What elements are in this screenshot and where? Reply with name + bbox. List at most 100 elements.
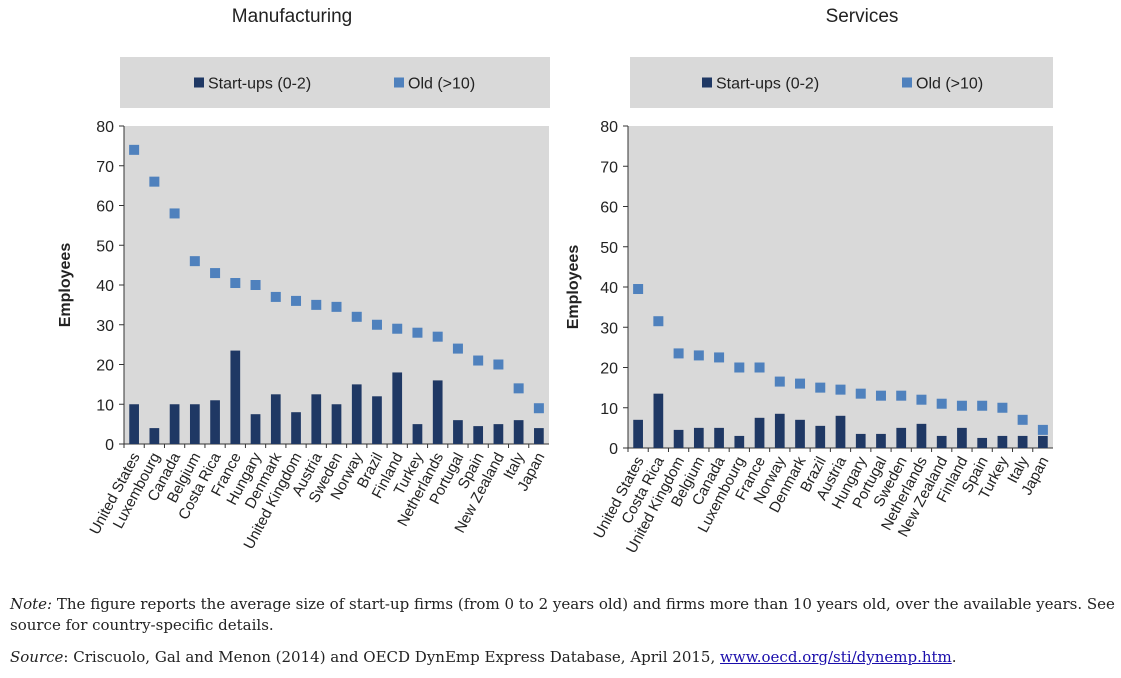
y-axis-title: Employees [565, 245, 582, 330]
bar-startups [734, 435, 745, 448]
y-tick-label: 0 [609, 441, 618, 458]
marker-old [977, 400, 988, 411]
legend-swatch-old [394, 77, 404, 88]
bar-startups [453, 420, 463, 444]
marker-old [473, 355, 484, 366]
y-tick-label: 80 [96, 119, 114, 136]
bar-startups [473, 426, 484, 444]
y-tick-label: 20 [96, 358, 114, 375]
bar-startups [997, 435, 1008, 448]
bar-startups [412, 424, 423, 444]
legend-swatch-startups [702, 77, 712, 88]
charts-figure: Manufacturing Start-ups (0-2) Old (>10) 0 10… [57, 6, 1053, 556]
bar-startups [210, 400, 220, 444]
bar-startups [311, 394, 322, 444]
source-paragraph: Source: Criscuolo, Gal and Menon (2014) … [10, 647, 1115, 668]
y-tick-label: 60 [96, 199, 114, 216]
marker-old [189, 256, 200, 267]
y-tick-label: 30 [96, 318, 114, 335]
marker-old [734, 362, 745, 373]
marker-old [351, 311, 362, 322]
bar-startups [693, 427, 704, 448]
bar-startups [855, 433, 866, 448]
legend-box [120, 57, 550, 108]
y-tick-label: 50 [96, 238, 114, 255]
y-tick-label: 40 [600, 280, 618, 297]
legend-swatch-startups [194, 77, 204, 88]
bar-startups [250, 414, 261, 444]
note-label: Note: [10, 595, 53, 613]
bar-startups [754, 417, 765, 448]
plot-area [124, 126, 549, 444]
y-tick-label: 60 [600, 200, 618, 217]
marker-old [633, 284, 644, 295]
bar-startups [513, 420, 524, 444]
legend-box [630, 57, 1053, 108]
bar-startups [1038, 435, 1048, 448]
figure-notes: Note: The figure reports the average siz… [10, 594, 1115, 668]
marker-old [250, 280, 261, 290]
y-tick-label: 30 [600, 320, 618, 337]
source-end: . [951, 648, 957, 666]
marker-old [997, 402, 1008, 413]
note-paragraph: Note: The figure reports the average siz… [10, 594, 1115, 636]
y-tick-label: 0 [105, 437, 114, 454]
marker-old [169, 208, 180, 219]
bar-startups [230, 350, 241, 444]
marker-old [835, 384, 846, 395]
bar-startups [673, 429, 684, 448]
legend-label: Start-ups (0-2) [716, 76, 819, 93]
marker-old [754, 362, 765, 373]
marker-old [291, 295, 302, 306]
bar-startups [270, 394, 281, 444]
legend-label: Old (>10) [408, 76, 475, 93]
marker-old [432, 331, 443, 342]
marker-old [210, 268, 221, 279]
source-link[interactable]: www.oecd.org/sti/dynemp.htm [720, 648, 952, 666]
marker-old [371, 319, 382, 330]
marker-old [533, 403, 544, 414]
bar-startups [493, 424, 504, 444]
chart-0: Manufacturing Start-ups (0-2) Old (>10) 0 10… [57, 6, 550, 552]
chart-1: Services Start-ups (0-2) Old (>10) 0 10 20 30 4… [565, 6, 1053, 556]
marker-old [412, 327, 423, 338]
marker-old [493, 359, 504, 370]
y-tick-label: 80 [600, 119, 618, 136]
plot-area [628, 126, 1053, 448]
bar-startups [977, 437, 988, 448]
marker-old [392, 323, 403, 334]
y-tick-label: 10 [96, 397, 114, 414]
bar-startups [351, 384, 362, 444]
y-tick-label: 10 [600, 401, 618, 418]
bar-startups [169, 404, 180, 444]
legend-label: Old (>10) [916, 76, 983, 93]
marker-old [1017, 414, 1028, 425]
source-text: : Criscuolo, Gal and Menon (2014) and OE… [63, 648, 721, 666]
legend-label: Start-ups (0-2) [208, 76, 311, 93]
marker-old [774, 376, 785, 387]
marker-old [149, 176, 160, 187]
marker-old [875, 390, 886, 401]
chart-title: Manufacturing [232, 6, 352, 27]
bar-startups [774, 413, 785, 448]
marker-old [855, 388, 866, 399]
chart-title: Services [826, 6, 899, 27]
legend-swatch-old [902, 77, 912, 88]
y-tick-label: 20 [600, 361, 618, 378]
marker-old [331, 301, 342, 312]
bar-startups [291, 412, 301, 444]
marker-old [270, 291, 281, 302]
bar-startups [392, 372, 403, 444]
bar-startups [149, 428, 160, 444]
marker-old [1037, 424, 1048, 435]
marker-old [896, 390, 907, 401]
marker-old [693, 350, 704, 361]
bar-startups [653, 393, 664, 448]
bar-startups [876, 433, 886, 448]
bar-startups [534, 428, 544, 444]
bar-startups [815, 425, 826, 448]
bar-startups [936, 435, 947, 448]
marker-old [230, 278, 241, 289]
y-tick-label: 70 [600, 159, 618, 176]
bar-startups [896, 427, 907, 448]
